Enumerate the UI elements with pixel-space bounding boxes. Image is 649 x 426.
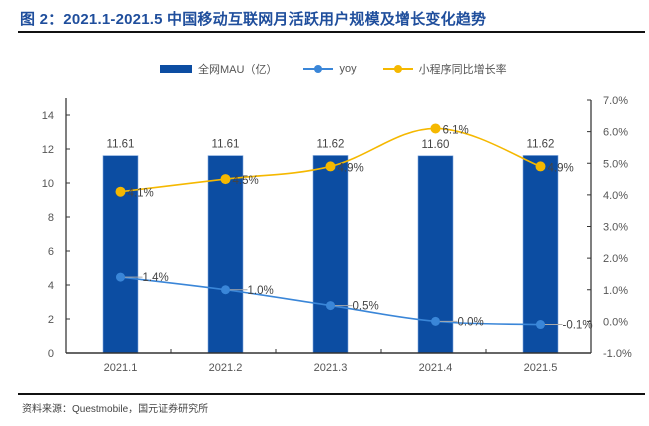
left-tick-label: 2 <box>48 314 54 326</box>
mini-program-value-label: 4.9% <box>548 162 574 174</box>
yoy-value-label: 0.0% <box>458 316 484 328</box>
mini-program-point <box>325 161 336 172</box>
right-tick-label: -1.0% <box>603 348 632 360</box>
legend-swatch-yoy <box>303 65 334 73</box>
right-tick-label: 2.0% <box>603 253 628 265</box>
left-tick-label: 4 <box>48 280 54 292</box>
right-tick-label: 3.0% <box>603 222 628 234</box>
yoy-point <box>221 285 230 295</box>
legend-label-mau: 全网MAU（亿） <box>198 64 278 76</box>
title-divider <box>18 31 645 33</box>
mini-program-point <box>535 161 546 172</box>
data-labels: 11.61 11.61 11.62 11.60 11.62 1.4% 1.0% 0.5% 0.0… <box>107 124 593 331</box>
yoy-value-label: 0.5% <box>353 301 379 313</box>
bar-value-label: 11.62 <box>527 138 555 150</box>
mini-program-value-label: 6.1% <box>443 124 469 136</box>
legend-label-mini-program: 小程序同比增长率 <box>418 64 507 76</box>
legend-label-yoy: yoy <box>339 63 357 75</box>
x-tick-label: 2021.1 <box>104 362 138 374</box>
yoy-value-label: 1.4% <box>143 272 169 284</box>
chart-legend: 全网MAU（亿） yoy 小程序同比增长率 <box>160 60 533 78</box>
right-tick-label: 0.0% <box>603 316 628 328</box>
yoy-value-label: -0.1% <box>563 320 593 332</box>
bar-value-label: 11.62 <box>317 138 345 150</box>
line-series <box>115 123 563 330</box>
right-tick-label: 4.0% <box>603 190 628 202</box>
legend-item-mau: 全网MAU（亿） <box>160 61 277 77</box>
legend-item-yoy: yoy <box>303 63 357 75</box>
bar-value-label: 11.61 <box>212 139 240 151</box>
legend-item-mini-program: 小程序同比增长率 <box>382 61 507 77</box>
bar-mau <box>207 155 244 354</box>
mini-program-value-label: 4.5% <box>233 175 259 187</box>
left-tick-label: 8 <box>48 212 54 224</box>
x-tick-label: 2021.4 <box>419 362 453 374</box>
yoy-point <box>431 316 440 326</box>
yoy-value-label: 1.0% <box>248 285 274 297</box>
yoy-point <box>536 320 545 330</box>
x-tick-label: 2021.3 <box>314 362 348 374</box>
bar-value-label: 11.61 <box>107 139 135 151</box>
right-tick-label: 6.0% <box>603 127 628 139</box>
yoy-point <box>326 301 335 311</box>
left-tick-label: 0 <box>48 348 54 360</box>
right-tick-label: 1.0% <box>603 285 628 297</box>
x-tick-label: 2021.2 <box>209 362 243 374</box>
figure-title: 图 2：2021.1-2021.5 中国移动互联网月活跃用户规模及增长变化趋势 <box>20 11 487 28</box>
left-tick-label: 14 <box>42 110 54 122</box>
mini-program-point <box>430 123 441 134</box>
mini-program-point <box>115 186 126 197</box>
right-tick-label: 5.0% <box>603 158 628 170</box>
footer-divider <box>18 393 645 395</box>
left-tick-label: 12 <box>42 144 54 156</box>
right-tick-label: 7.0% <box>603 95 628 107</box>
mini-program-value-label: 4.9% <box>338 162 364 174</box>
legend-swatch-mini-program <box>382 65 413 73</box>
bar-value-label: 11.60 <box>422 139 450 151</box>
mini-program-point <box>220 174 231 185</box>
left-tick-label: 10 <box>42 178 54 190</box>
source-note: 资料来源：Questmobile，国元证券研究所 <box>22 404 209 415</box>
legend-swatch-bar <box>160 65 192 73</box>
yoy-point <box>116 272 125 282</box>
axes: 0 2 4 6 8 10 12 14 -1.0% 0.0% 1.0% 2.0% 3.0% 4.0% 5.0%… <box>42 95 632 374</box>
bar-series <box>102 155 559 354</box>
mini-program-value-label: 4.1% <box>128 188 154 200</box>
left-tick-label: 6 <box>48 246 54 258</box>
bar-mau <box>312 155 349 354</box>
x-tick-label: 2021.5 <box>524 362 558 374</box>
bar-mau <box>102 155 139 354</box>
